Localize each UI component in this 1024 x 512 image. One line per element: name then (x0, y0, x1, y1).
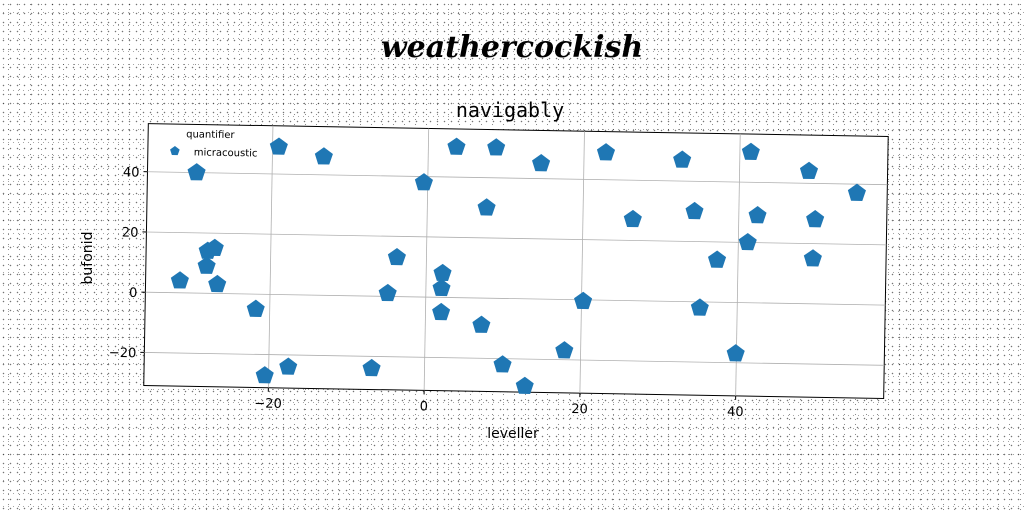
data-point (515, 376, 534, 394)
data-point (208, 274, 227, 293)
x-tick-label: 20 (571, 402, 588, 417)
legend-marker (170, 146, 180, 156)
y-axis-ticks: −20 0 20 40 (109, 165, 148, 361)
chart-title: navigably (456, 98, 564, 122)
data-point (493, 355, 512, 373)
x-tick-label: 0 (420, 399, 429, 414)
y-grid-line (144, 352, 885, 366)
data-point (806, 210, 825, 228)
data-point (532, 154, 551, 172)
y-tick-label: 0 (129, 286, 138, 301)
data-point (414, 173, 433, 191)
x-axis-label: leveller (487, 426, 539, 442)
y-axis-label: bufonid (80, 232, 96, 285)
data-point (187, 163, 206, 181)
data-point (255, 366, 274, 384)
x-tick-label: −20 (254, 396, 282, 411)
data-point (738, 232, 757, 251)
y-grid-line (146, 231, 887, 246)
data-point (477, 198, 496, 216)
data-point (574, 291, 593, 310)
x-axis-ticks: −20 0 20 40 (254, 387, 744, 420)
data-point (623, 209, 642, 228)
y-grid-line (147, 171, 888, 186)
data-point (707, 250, 727, 268)
data-point (314, 147, 333, 165)
data-point (596, 143, 616, 161)
data-point (847, 183, 866, 201)
data-point (799, 161, 819, 180)
data-point (433, 263, 452, 282)
data-point (447, 137, 466, 155)
data-point (487, 138, 506, 156)
y-grid-line (145, 291, 886, 306)
legend: quantifier micracoustic (170, 129, 258, 159)
data-point (685, 201, 704, 220)
figure-suptitle: weathercockish (380, 30, 644, 65)
data-point (197, 256, 216, 274)
grid-lines (144, 125, 888, 396)
data-point (555, 341, 574, 359)
data-point (170, 271, 189, 289)
data-point (279, 357, 298, 375)
data-point (673, 150, 692, 168)
y-tick-label: −20 (109, 346, 137, 361)
data-point (246, 299, 265, 317)
data-point (741, 142, 760, 160)
data-points (170, 137, 866, 394)
data-point (472, 315, 491, 333)
data-point (726, 344, 745, 362)
y-tick-label: 20 (122, 226, 139, 241)
data-point (362, 358, 381, 377)
data-point (378, 283, 397, 302)
x-tick-label: 40 (727, 405, 744, 420)
data-point (690, 298, 709, 316)
legend-title: quantifier (186, 129, 235, 141)
data-point (748, 206, 767, 224)
plot-area: quantifier micracoustic −20 0 20 40 −20 0 20 4… (109, 123, 889, 420)
plot-background (143, 123, 889, 399)
data-point (387, 247, 406, 266)
data-point (205, 238, 224, 257)
legend-entry: micracoustic (194, 147, 258, 159)
data-point (803, 249, 822, 267)
x-grid-line (267, 125, 274, 388)
x-grid-line (579, 131, 585, 394)
data-point (432, 278, 451, 297)
y-tick-label: 40 (123, 165, 140, 180)
data-point (269, 137, 288, 155)
x-grid-line (423, 128, 430, 391)
data-point (432, 302, 451, 321)
